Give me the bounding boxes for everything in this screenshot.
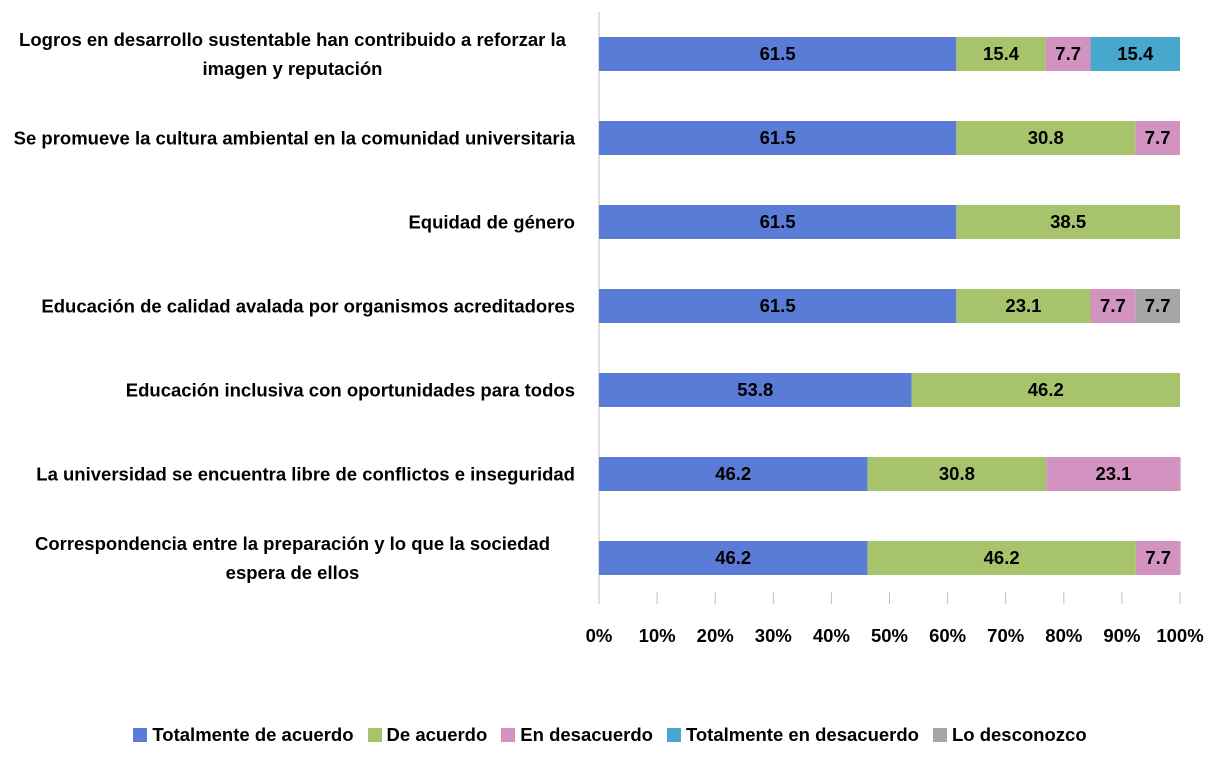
x-tick-label: 100% [1156, 625, 1203, 646]
legend-item: De acuerdo [367, 724, 488, 746]
legend-swatch [133, 728, 148, 742]
bar-segment [599, 457, 868, 491]
x-tick-label: 50% [871, 625, 908, 646]
data-label: 15.4 [1117, 43, 1154, 64]
data-label: 7.7 [1055, 43, 1081, 64]
bar-segment [1135, 121, 1180, 155]
bar-segment [599, 541, 868, 575]
data-label: 46.2 [1028, 379, 1064, 400]
bar-segment [911, 373, 1180, 407]
bar-segment [956, 37, 1046, 71]
data-label: 61.5 [760, 43, 796, 64]
category-label: Equidad de género [0, 208, 575, 237]
category-label: Correspondencia entre la preparación y l… [0, 529, 575, 587]
x-tick-label: 40% [813, 625, 850, 646]
legend-swatch [367, 728, 382, 742]
data-label: 30.8 [939, 463, 975, 484]
bar-segment [956, 121, 1136, 155]
bar-segment [1090, 37, 1180, 71]
bar-segment [1090, 289, 1136, 323]
data-label: 30.8 [1028, 127, 1064, 148]
data-label: 7.7 [1145, 547, 1171, 568]
data-label: 53.8 [737, 379, 773, 400]
category-text: Equidad de género [408, 211, 575, 233]
legend-item: En desacuerdo [501, 724, 653, 746]
x-tick-label: 80% [1045, 625, 1082, 646]
legend-label: Totalmente de acuerdo [152, 724, 354, 745]
legend-label: En desacuerdo [520, 724, 653, 745]
x-tick-label: 10% [639, 625, 676, 646]
bar-segment [599, 37, 957, 71]
bar-segment [599, 373, 912, 407]
category-label: Educación de calidad avalada por organis… [0, 292, 575, 321]
x-tick-label: 0% [586, 625, 613, 646]
bar-segment [1135, 541, 1181, 575]
data-label: 61.5 [760, 295, 796, 316]
category-label: Se promueve la cultura ambiental en la c… [0, 124, 575, 153]
bar-segment [956, 289, 1091, 323]
data-label: 46.2 [984, 547, 1020, 568]
bar-segment [867, 541, 1136, 575]
data-label: 61.5 [760, 211, 796, 232]
category-text: Educación inclusiva con oportunidades pa… [125, 379, 575, 401]
category-text: Correspondencia entre la preparación y l… [34, 533, 551, 583]
legend: Totalmente de acuerdo De acuerdo En desacu… [0, 724, 1220, 746]
bar-segment [599, 289, 957, 323]
data-label: 23.1 [1005, 295, 1041, 316]
legend-swatch [932, 728, 947, 742]
bar-segment [1046, 457, 1181, 491]
category-label: Logros en desarrollo sustentable han con… [0, 25, 575, 83]
category-label: Educación inclusiva con oportunidades pa… [0, 376, 575, 405]
data-label: 15.4 [983, 43, 1020, 64]
x-tick-label: 20% [697, 625, 734, 646]
bar-segment [1045, 37, 1091, 71]
category-text: Logros en desarrollo sustentable han con… [19, 29, 566, 79]
x-tick-label: 70% [987, 625, 1024, 646]
bar-segment [867, 457, 1047, 491]
legend-label: Totalmente en desacuerdo [685, 724, 919, 745]
bar-segment [599, 121, 957, 155]
legend-swatch [501, 728, 516, 742]
legend-label: De acuerdo [386, 724, 488, 745]
x-tick-label: 30% [755, 625, 792, 646]
legend-label: Lo desconozco [951, 724, 1087, 745]
legend-item: Lo desconozco [932, 724, 1087, 746]
x-tick-label: 90% [1103, 625, 1140, 646]
data-label: 46.2 [715, 463, 751, 484]
x-tick-label: 60% [929, 625, 966, 646]
category-label: La universidad se encuentra libre de con… [0, 460, 575, 489]
category-text: Educación de calidad avalada por organis… [41, 295, 575, 317]
data-label: 7.7 [1145, 295, 1171, 316]
category-text: Se promueve la cultura ambiental en la c… [13, 127, 575, 149]
bar-segment [956, 205, 1180, 239]
data-label: 7.7 [1100, 295, 1126, 316]
legend-item: Totalmente en desacuerdo [666, 724, 919, 746]
data-label: 23.1 [1095, 463, 1131, 484]
bar-segment [599, 205, 957, 239]
data-label: 7.7 [1145, 127, 1171, 148]
bar-segment [1135, 289, 1180, 323]
data-label: 38.5 [1050, 211, 1086, 232]
data-label: 61.5 [760, 127, 796, 148]
data-label: 46.2 [715, 547, 751, 568]
legend-item: Totalmente de acuerdo [133, 724, 354, 746]
category-text: La universidad se encuentra libre de con… [36, 463, 575, 485]
legend-swatch [666, 728, 681, 742]
